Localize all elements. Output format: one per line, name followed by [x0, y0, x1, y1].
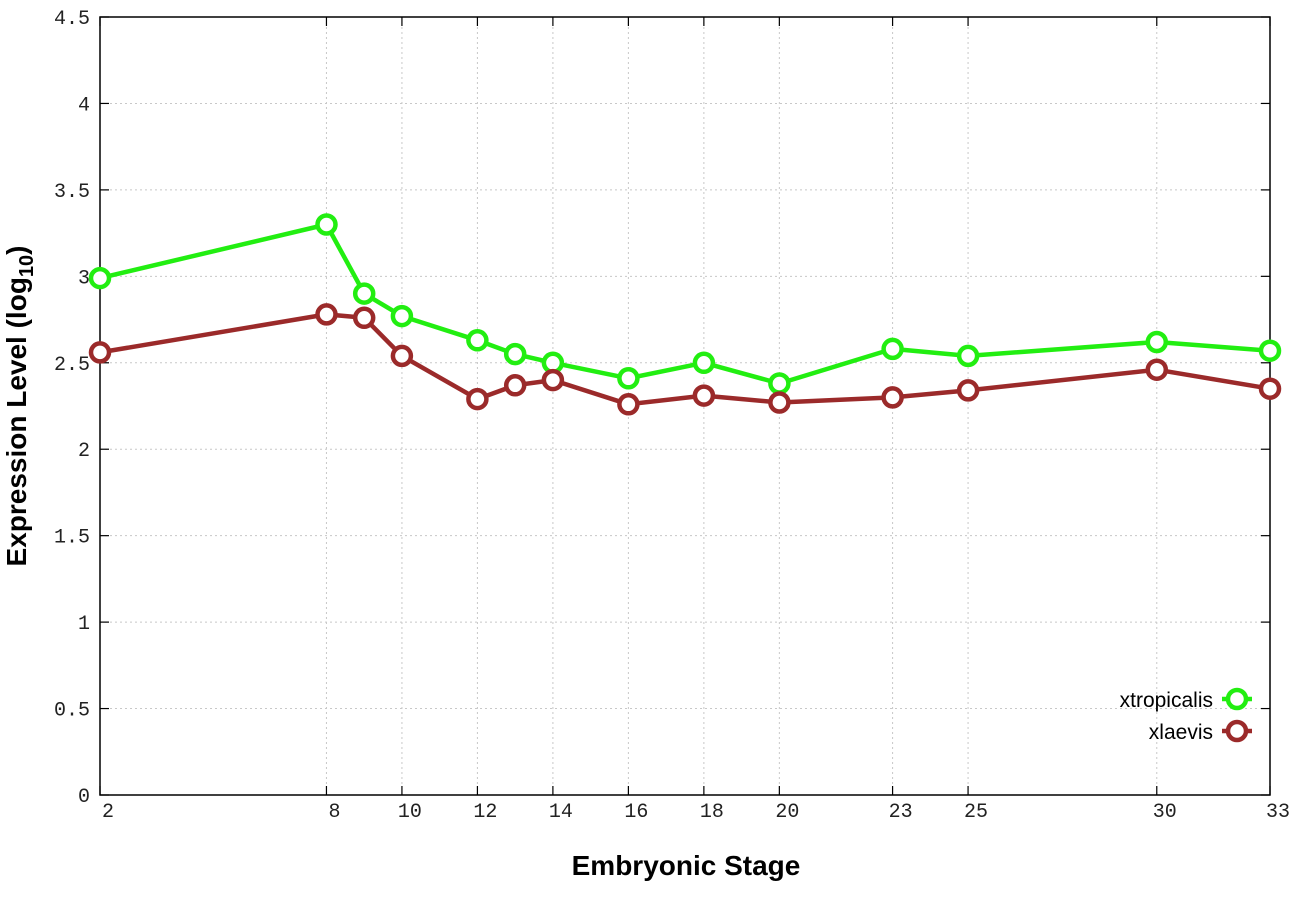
- y-tick-label: 2.5: [54, 354, 90, 377]
- data-point-xtropicalis: [1258, 339, 1282, 362]
- y-tick-label: 4: [78, 94, 90, 117]
- y-tick-label: 1: [78, 613, 90, 636]
- x-tick-label: 14: [549, 801, 573, 824]
- data-point-xlaevis: [503, 374, 527, 397]
- data-point-xtropicalis: [1145, 330, 1169, 354]
- data-point-xlaevis: [617, 393, 640, 416]
- y-tick-label: 2: [78, 440, 90, 463]
- data-point-xtropicalis: [768, 372, 791, 395]
- data-point-xlaevis: [315, 303, 338, 326]
- series-layer: [88, 213, 1282, 416]
- data-point-xtropicalis: [352, 282, 376, 305]
- data-point-xlaevis: [956, 379, 980, 402]
- x-tick-label: 16: [624, 801, 648, 824]
- y-axis-title-close: ): [1, 246, 32, 255]
- data-point-xlaevis: [692, 384, 716, 407]
- data-point-xlaevis: [88, 341, 112, 364]
- series-xlaevis: [88, 303, 1282, 416]
- x-axis-title: Embryonic Stage: [572, 850, 801, 881]
- data-point-xtropicalis: [88, 266, 112, 290]
- y-axis-title-subscript: 10: [16, 255, 38, 277]
- data-point-xlaevis: [541, 368, 565, 392]
- series-line-xlaevis: [99, 312, 1271, 407]
- x-tick-label: 2: [102, 801, 114, 824]
- legend: xtropicalis xlaevis: [1120, 687, 1252, 744]
- data-point-xlaevis: [881, 386, 904, 409]
- x-tick-label: 18: [700, 801, 724, 824]
- x-tick-label: 25: [964, 801, 988, 824]
- y-tick-label: 1.5: [54, 527, 90, 550]
- data-point-xtropicalis: [466, 329, 489, 352]
- x-tick-label: 33: [1266, 801, 1290, 824]
- axis-ticks: [99, 16, 1271, 796]
- data-point-xtropicalis: [315, 213, 338, 236]
- series-xtropicalis: [88, 213, 1282, 395]
- legend-marker-xtropicalis: [1225, 687, 1249, 711]
- data-point-xlaevis: [768, 391, 791, 414]
- y-tick-label: 3: [78, 267, 90, 290]
- data-point-xlaevis: [466, 387, 489, 411]
- data-point-xtropicalis: [692, 351, 716, 375]
- data-point-xtropicalis: [956, 344, 980, 368]
- legend-label-xtropicalis: xtropicalis: [1120, 689, 1213, 712]
- data-point-xtropicalis: [617, 367, 640, 390]
- x-tick-label: 30: [1153, 801, 1177, 824]
- y-tick-label: 0: [78, 786, 90, 809]
- data-point-xlaevis: [1258, 377, 1282, 400]
- data-point-xtropicalis: [390, 304, 414, 328]
- x-tick-label: 23: [889, 801, 913, 824]
- y-tick-label: 0.5: [54, 700, 90, 723]
- legend-label-xlaevis: xlaevis: [1149, 721, 1213, 744]
- x-tick-label: 8: [328, 801, 340, 824]
- data-point-xlaevis: [1145, 358, 1169, 381]
- x-tick-label: 12: [473, 801, 497, 824]
- legend-marker-xlaevis: [1225, 719, 1249, 743]
- x-tick-label: 20: [775, 801, 799, 824]
- series-line-xtropicalis: [99, 222, 1271, 386]
- grid-lines: [100, 17, 1270, 795]
- data-point-xtropicalis: [881, 337, 904, 361]
- y-axis-title-main: Expression Level (log: [1, 277, 32, 566]
- data-point-xlaevis: [352, 306, 376, 330]
- y-axis-title: Expression Level (log10): [1, 246, 38, 567]
- data-point-xtropicalis: [503, 342, 527, 366]
- y-tick-label: 4.5: [54, 8, 90, 31]
- plot-frame: [99, 16, 1271, 796]
- x-tick-labels: 2 8 10 12 14 16 18 20 23 25 30 33: [102, 801, 1290, 824]
- y-tick-labels: 0 0.5 1 1.5 2 2.5 3 3.5 4 4.5: [54, 8, 90, 809]
- y-tick-label: 3.5: [54, 181, 90, 204]
- x-tick-label: 10: [398, 801, 422, 824]
- data-point-xlaevis: [390, 344, 414, 368]
